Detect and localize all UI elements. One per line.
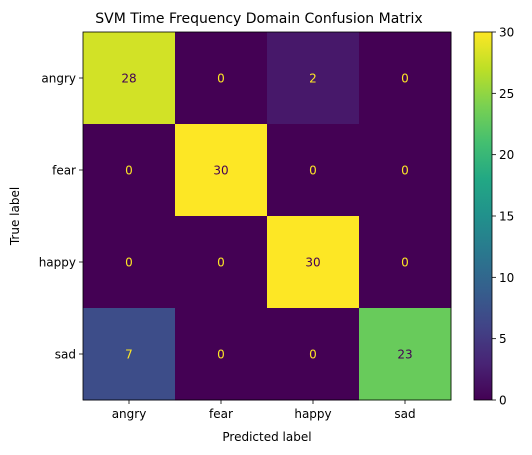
- cell-value-label: 0: [309, 164, 317, 178]
- cell-value-label: 0: [217, 348, 225, 362]
- colorbar-tick-label: 10: [499, 271, 514, 285]
- colorbar-tick-label: 0: [499, 394, 507, 408]
- y-tick-label: fear: [52, 164, 76, 178]
- cell-value-label: 7: [125, 348, 133, 362]
- colorbar: [474, 32, 492, 400]
- cell-value-label: 0: [125, 256, 133, 270]
- cell-value-label: 28: [121, 72, 136, 86]
- cell-value-label: 2: [309, 72, 317, 86]
- x-tick-label: happy: [294, 407, 331, 421]
- x-tick-label: sad: [394, 407, 415, 421]
- colorbar-tick-label: 5: [499, 332, 507, 346]
- cell-value-label: 23: [397, 348, 412, 362]
- y-tick-label: sad: [55, 348, 76, 362]
- colorbar-tick-label: 20: [499, 148, 514, 162]
- x-axis-label: Predicted label: [222, 430, 311, 444]
- y-axis-label: True label: [8, 187, 22, 246]
- cell-value-label: 0: [309, 348, 317, 362]
- x-axis-ticks: angry fear happy sad: [112, 400, 416, 421]
- colorbar-ticks: 0 5 10 15 20 25 30: [492, 26, 514, 408]
- x-tick-label: angry: [112, 407, 147, 421]
- cell-value-label: 0: [217, 72, 225, 86]
- matrix-cells: [83, 32, 452, 401]
- cell-value-label: 30: [213, 164, 228, 178]
- cell-value-label: 0: [401, 256, 409, 270]
- x-tick-label: fear: [209, 407, 233, 421]
- colorbar-tick-label: 25: [499, 87, 514, 101]
- cell-value-label: 0: [125, 164, 133, 178]
- y-tick-label: happy: [39, 256, 76, 270]
- cell-value-label: 0: [217, 256, 225, 270]
- chart-title: SVM Time Frequency Domain Confusion Matr…: [95, 11, 422, 27]
- cell-value-label: 30: [305, 256, 320, 270]
- colorbar-tick-label: 15: [499, 210, 514, 224]
- y-tick-label: angry: [41, 72, 76, 86]
- colorbar-tick-label: 30: [499, 26, 514, 40]
- cell-value-label: 0: [401, 164, 409, 178]
- cell-value-label: 0: [401, 72, 409, 86]
- y-axis-ticks: angry fear happy sad: [39, 72, 83, 362]
